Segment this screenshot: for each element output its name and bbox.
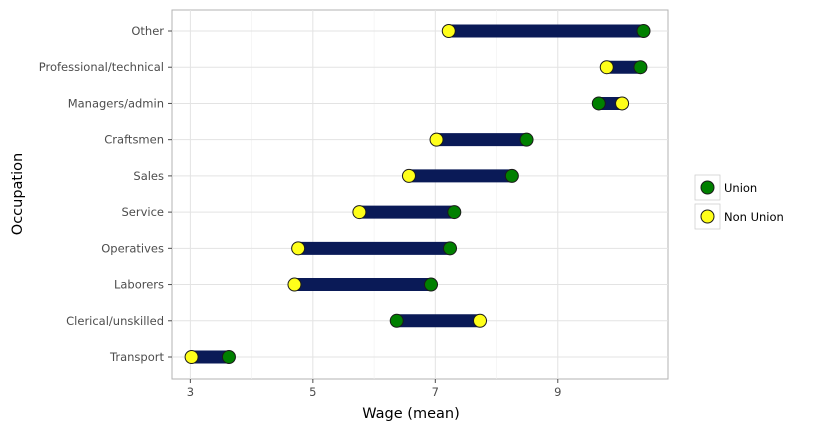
y-tick-label: Operatives [101, 241, 164, 255]
legend-marker [700, 209, 715, 224]
y-tick-label: Craftsmen [104, 133, 164, 147]
x-tick-label: 3 [187, 385, 194, 399]
data-point [633, 60, 648, 75]
x-axis-ticks: 3 5 7 9 [187, 379, 561, 399]
legend-label: Non Union [724, 210, 784, 224]
data-point [636, 24, 651, 38]
y-tick-label: Managers/admin [68, 96, 164, 110]
data-point [291, 241, 306, 256]
data-point [221, 350, 236, 364]
legend-label: Union [724, 181, 757, 195]
y-axis-ticks: Transport Clerical/unskilled Laborers Opera… [39, 24, 172, 364]
y-tick-label: Clerical/unskilled [66, 314, 164, 328]
y-tick-label: Professional/technical [39, 60, 164, 74]
legend-marker [700, 180, 715, 195]
legend-key [694, 203, 721, 230]
y-tick-label: Sales [133, 169, 164, 183]
data-point [447, 205, 462, 220]
data-point [443, 241, 458, 256]
data-point [473, 313, 488, 328]
data-point [519, 132, 534, 147]
data-point [615, 96, 630, 111]
data-point [287, 277, 302, 292]
x-tick-label: 5 [309, 385, 316, 399]
y-tick-label: Transport [109, 350, 164, 364]
points [184, 24, 651, 364]
x-tick-label: 7 [432, 385, 439, 399]
data-point [401, 168, 416, 183]
data-point [441, 24, 456, 38]
y-tick-label: Laborers [114, 278, 164, 292]
data-point [591, 96, 606, 111]
y-axis-title: Occupation [10, 153, 26, 235]
data-point [184, 350, 199, 364]
x-tick-label: 9 [554, 385, 561, 399]
x-axis-title: Wage (mean) [362, 406, 459, 422]
data-point [599, 60, 614, 75]
data-point [424, 277, 439, 292]
y-tick-label: Service [121, 205, 164, 219]
data-point [504, 168, 519, 183]
y-tick-label: Other [131, 24, 164, 38]
data-point [389, 313, 404, 328]
data-point [352, 205, 367, 220]
legend: Union Non Union [694, 174, 784, 230]
data-point [429, 132, 444, 147]
